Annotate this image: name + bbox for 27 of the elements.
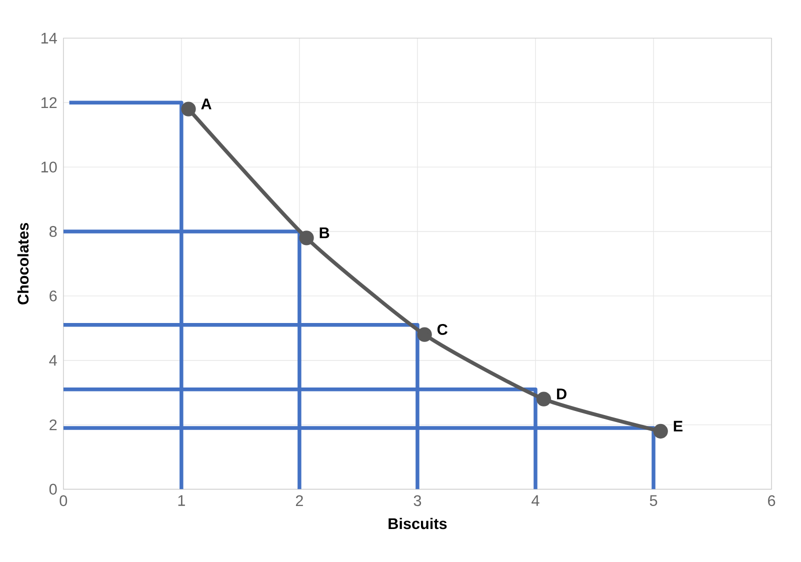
point [653, 424, 668, 438]
y-tick-label: 4 [49, 354, 57, 366]
y-axis-title: Chocolates [17, 222, 29, 304]
annotation: E [674, 420, 682, 432]
y-tick-label: 10 [41, 161, 57, 172]
y-tick-label: 12 [41, 97, 57, 108]
y-tick-label: 8 [50, 226, 57, 237]
y-tick-label: 2 [50, 419, 57, 430]
point [417, 327, 432, 342]
x-tick-label: 4 [532, 495, 540, 506]
y-tick-label: 6 [50, 290, 57, 302]
y-tick-label: 0 [49, 484, 57, 495]
x-tick-label: 6 [768, 495, 776, 506]
annotation: A [201, 98, 212, 110]
annotation: C [437, 324, 448, 335]
point [299, 230, 314, 246]
point [181, 102, 196, 116]
x-tick-label: 2 [296, 495, 303, 506]
y-tick-label: 14 [41, 32, 57, 44]
x-tick-label: 0 [60, 495, 68, 506]
point [536, 392, 552, 406]
x-tick-label: 3 [414, 495, 422, 506]
x-axis-title: Biscuits [388, 518, 447, 529]
annotation: B [320, 227, 330, 238]
x-tick-label: 1 [178, 495, 185, 506]
annotation: D [557, 388, 566, 400]
x-tick-label: 5 [650, 495, 658, 506]
